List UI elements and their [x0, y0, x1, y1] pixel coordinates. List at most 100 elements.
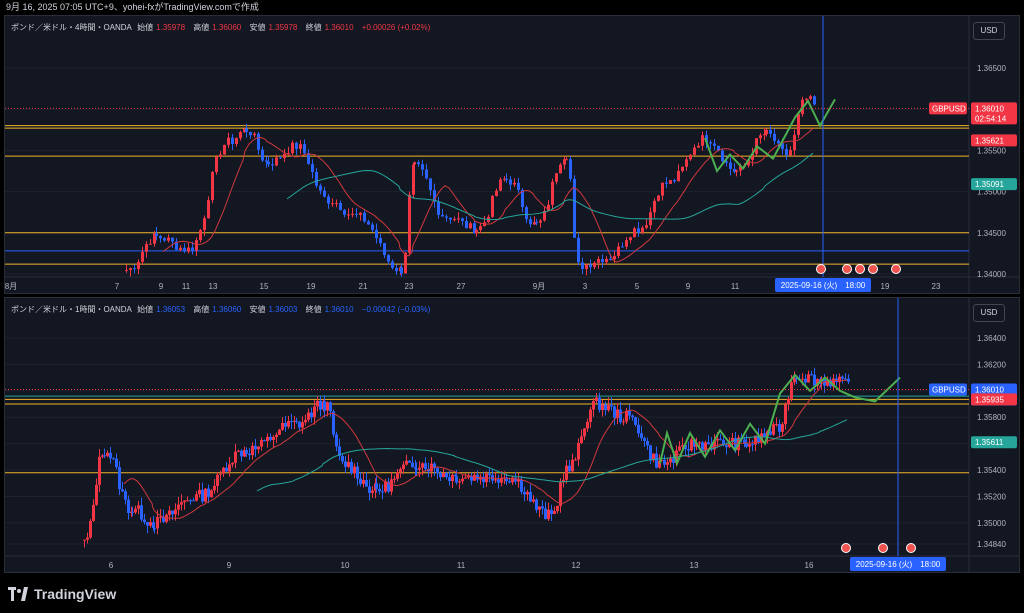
- candle-body: [585, 264, 588, 269]
- chart-pane-4h[interactable]: 1.365001.360001.355001.350001.345001.340…: [4, 15, 1020, 294]
- high-value: 1.36060: [212, 305, 242, 314]
- candle-body: [526, 492, 529, 495]
- candle-body: [149, 243, 152, 245]
- candle-body: [705, 135, 708, 143]
- candle-body: [293, 420, 296, 422]
- candle-body: [653, 200, 656, 213]
- candle-body: [439, 473, 442, 478]
- economic-event-icon: [878, 543, 888, 553]
- candle-body: [433, 463, 436, 469]
- candle-body: [195, 240, 198, 251]
- x-tick-label: 10: [341, 561, 350, 570]
- candle-body: [319, 185, 322, 191]
- chart-canvas-4h[interactable]: 1.365001.360001.355001.350001.345001.340…: [5, 16, 1020, 294]
- candle-body: [187, 247, 190, 252]
- candle-body: [844, 378, 847, 380]
- cursor-date-label: 2025-09-16 (火) 18:00: [856, 560, 941, 569]
- candle-body: [832, 378, 835, 387]
- candle-body: [465, 220, 468, 229]
- currency-button[interactable]: USD: [973, 304, 1005, 322]
- candle-body: [213, 485, 216, 491]
- candle-body: [551, 181, 554, 205]
- tradingview-logo-icon: [8, 587, 28, 601]
- candle-body: [751, 444, 754, 446]
- candle-body: [391, 261, 394, 268]
- candle-body: [568, 465, 571, 472]
- candle-body: [245, 128, 248, 132]
- candle-body: [787, 398, 790, 405]
- candle-body: [359, 212, 362, 215]
- candle-body: [539, 220, 542, 223]
- candle-body: [141, 251, 144, 262]
- candle-body: [544, 508, 547, 520]
- price-tag-bg: [971, 102, 1017, 125]
- symbol-tag-bg: [929, 102, 967, 115]
- candle-body: [347, 214, 350, 216]
- header-caption: 9月 16, 2025 07:05 UTC+9、yohei-fxがTrading…: [6, 2, 259, 12]
- candle-body: [655, 453, 658, 468]
- chart-canvas-1h[interactable]: 1.364001.362001.360001.358001.356001.354…: [5, 298, 1020, 573]
- moving-average-slow-line: [256, 419, 848, 492]
- candle-body: [646, 440, 649, 446]
- candle-body: [810, 374, 813, 376]
- candle-body: [681, 444, 684, 447]
- candle-body: [338, 446, 341, 456]
- candle-body: [159, 516, 162, 518]
- candle-body: [613, 406, 616, 418]
- y-tick-label: 1.34000: [977, 270, 1006, 279]
- chart-pane-1h[interactable]: 1.364001.362001.360001.358001.356001.354…: [4, 297, 1020, 573]
- candle-body: [291, 142, 294, 154]
- candle-body: [826, 380, 829, 386]
- y-tick-label: 1.35200: [977, 492, 1006, 501]
- candle-body: [235, 138, 238, 145]
- candle-body: [92, 504, 95, 521]
- change-value: +0.00026 (+0.02%): [361, 23, 431, 32]
- candle-body: [633, 228, 636, 238]
- candle-body: [625, 410, 628, 422]
- candle-body: [204, 488, 207, 502]
- candle-body: [713, 143, 716, 146]
- candle-body: [98, 456, 101, 485]
- projection-path: [704, 98, 836, 174]
- candle-body: [701, 442, 704, 450]
- candle-body: [595, 397, 598, 402]
- x-tick-label: 21: [359, 282, 368, 291]
- candle-body: [547, 509, 550, 520]
- x-tick-label: 5: [635, 282, 640, 291]
- candle-body: [643, 438, 646, 441]
- candle-body: [778, 424, 781, 432]
- candle-body: [137, 261, 140, 269]
- candle-body: [335, 434, 338, 447]
- candle-body: [634, 417, 637, 425]
- currency-button[interactable]: USD: [973, 22, 1005, 40]
- candle-body: [129, 268, 132, 270]
- candle-body: [678, 446, 681, 451]
- candle-body: [225, 467, 228, 472]
- candle-body: [697, 145, 700, 148]
- candle-body: [125, 269, 128, 271]
- candle-body: [399, 469, 402, 473]
- x-tick-label: 19: [881, 282, 890, 291]
- candle-body: [781, 143, 784, 150]
- candle-body: [449, 217, 452, 220]
- candle-body: [559, 482, 562, 506]
- candle-body: [665, 182, 668, 184]
- candle-body: [847, 378, 850, 382]
- candle-body: [457, 218, 460, 220]
- candle-body: [713, 440, 716, 450]
- candle-body: [581, 262, 584, 269]
- x-tick-label: 9: [686, 282, 691, 291]
- candle-body: [577, 442, 580, 460]
- candle-body: [609, 258, 612, 260]
- candle-body: [733, 168, 736, 172]
- candle-body: [725, 161, 728, 163]
- candle-body: [574, 459, 577, 461]
- candle-body: [95, 484, 98, 505]
- candle-body: [319, 400, 322, 410]
- x-tick-label: 19: [307, 282, 316, 291]
- candle-body: [272, 437, 275, 440]
- price-tag: 1.36010: [975, 104, 1004, 113]
- candle-body: [693, 147, 696, 155]
- candle-body: [759, 135, 762, 139]
- candle-body: [681, 166, 684, 171]
